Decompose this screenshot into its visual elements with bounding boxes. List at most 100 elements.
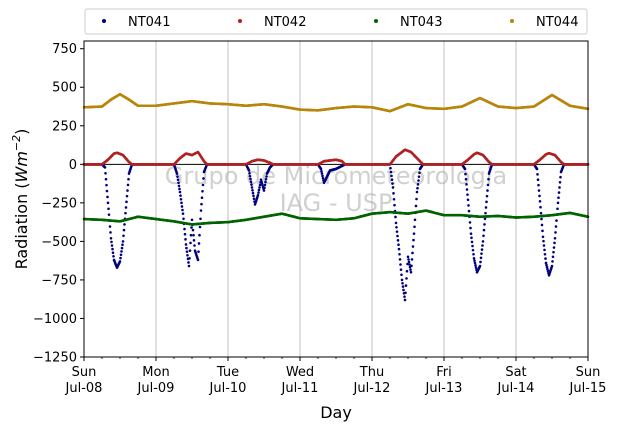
data-point <box>410 264 413 268</box>
data-point <box>184 238 187 241</box>
x-tick-label-day: Thu <box>359 365 384 380</box>
data-point <box>176 175 179 178</box>
data-point <box>198 225 202 229</box>
data-point <box>180 201 183 205</box>
data-point <box>200 196 204 200</box>
data-point <box>537 183 540 187</box>
y-tick-label: −250 <box>41 196 77 211</box>
data-point <box>544 261 548 265</box>
data-point <box>126 189 129 192</box>
data-point <box>554 231 557 234</box>
watermark: Grupo de Micrometeorologia IAG - USP <box>165 162 507 217</box>
data-point <box>190 218 194 222</box>
data-point <box>541 235 545 239</box>
data-point <box>551 260 554 263</box>
data-point <box>198 233 201 237</box>
data-point <box>122 234 125 238</box>
data-point <box>257 188 261 192</box>
data-point <box>411 245 415 248</box>
data-point <box>465 188 469 191</box>
data-point <box>481 240 485 243</box>
data-point <box>551 255 555 259</box>
x-tick-label-date: Jul-15 <box>569 381 607 396</box>
data-point <box>474 263 477 267</box>
data-point <box>125 194 129 198</box>
plot-area <box>84 41 588 357</box>
y-tick-label: −750 <box>41 273 77 288</box>
data-point <box>250 183 253 186</box>
data-point <box>106 201 110 205</box>
data-point <box>466 198 470 202</box>
y-tick-label: 750 <box>52 42 77 57</box>
data-point <box>103 166 107 169</box>
data-point <box>187 261 190 264</box>
data-point <box>393 203 396 207</box>
data-point <box>104 177 108 181</box>
data-point <box>181 212 185 215</box>
data-point <box>249 177 252 181</box>
data-point <box>178 190 182 194</box>
data-point <box>539 205 542 209</box>
data-point <box>252 197 256 201</box>
data-point <box>470 236 473 240</box>
legend-box <box>84 8 588 35</box>
data-point <box>184 243 188 246</box>
data-point <box>389 166 392 170</box>
data-point <box>485 200 488 204</box>
data-point <box>403 298 407 302</box>
data-point <box>482 228 486 232</box>
data-point <box>181 208 184 212</box>
data-point <box>409 268 412 271</box>
data-point <box>252 194 255 198</box>
data-point <box>557 196 560 200</box>
data-point <box>197 242 201 245</box>
data-point <box>487 177 490 181</box>
data-point <box>394 221 398 225</box>
data-point <box>197 250 200 253</box>
data-point <box>412 232 416 235</box>
data-point <box>185 250 189 253</box>
data-point <box>394 215 397 219</box>
data-point <box>120 250 123 253</box>
data-point <box>185 246 188 250</box>
data-point <box>558 186 561 189</box>
data-point <box>320 169 323 173</box>
data-point <box>247 169 251 172</box>
x-axis: SunJul-08MonJul-09TueJul-10WedJul-11ThuJ… <box>65 357 607 396</box>
x-tick-label-day: Mon <box>142 365 169 380</box>
data-point <box>541 229 544 233</box>
data-point <box>189 233 193 237</box>
data-point <box>413 225 416 229</box>
data-point <box>479 260 482 264</box>
data-point <box>108 225 112 228</box>
data-point <box>401 285 405 288</box>
legend-marker-nt043 <box>374 19 378 23</box>
data-point <box>110 244 114 247</box>
data-point <box>542 239 545 243</box>
data-point <box>469 226 472 230</box>
data-point <box>463 167 467 171</box>
x-tick-label-date: Jul-14 <box>497 381 535 396</box>
data-point <box>122 228 126 232</box>
x-tick-label-day: Wed <box>286 365 314 380</box>
x-tick-label-date: Jul-10 <box>209 381 247 396</box>
data-point <box>545 265 549 269</box>
data-point <box>472 252 475 256</box>
data-point <box>402 288 405 292</box>
data-point <box>391 182 394 185</box>
data-point <box>110 240 113 244</box>
data-point <box>200 202 203 206</box>
data-point <box>397 247 401 251</box>
data-point <box>464 177 468 181</box>
data-point <box>183 232 187 236</box>
data-point <box>201 189 204 193</box>
data-point <box>480 252 483 256</box>
y-axis-title-prefix: Radiation ( <box>12 182 31 269</box>
data-point <box>319 167 323 171</box>
data-point <box>263 186 266 189</box>
legend-label-nt041: NT041 <box>128 15 170 30</box>
data-point <box>540 217 543 221</box>
data-point <box>250 186 254 189</box>
data-point <box>467 209 471 213</box>
y-tick-label: −1000 <box>33 312 77 327</box>
